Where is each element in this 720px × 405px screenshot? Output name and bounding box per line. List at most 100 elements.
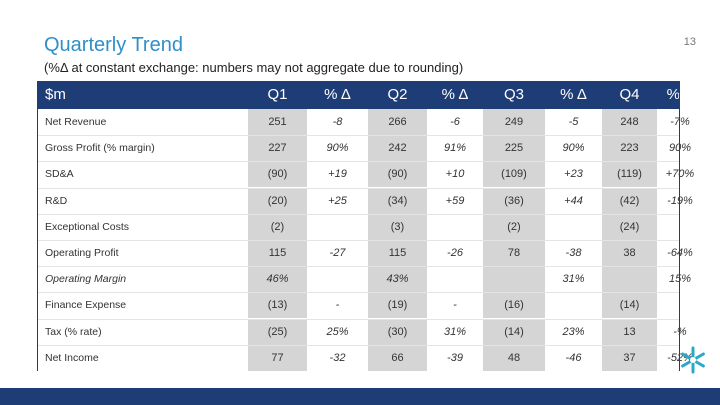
table-cell: 115 (368, 240, 427, 266)
column-header: % Δ (324, 86, 351, 103)
table-cell: (13) (248, 292, 307, 319)
table-cell: -64% (667, 247, 693, 259)
table-row: Gross Profit (% margin) 227 90% 242 91% 225 90… (37, 135, 691, 162)
column-header: Q4 (619, 86, 640, 103)
table-cell: (16) (483, 292, 545, 319)
table-cell (545, 214, 602, 240)
row-divider (37, 135, 680, 137)
table-cell: +70% (657, 161, 703, 187)
row-label: SD&A (45, 168, 74, 181)
table-cell: 31% (443, 325, 467, 338)
row-label: Net Income (45, 351, 99, 364)
table-row: Net Income 77 -32 66 -39 48 -46 37 -52% (37, 344, 693, 371)
row-label: R&D (45, 194, 68, 207)
table-cell: - (335, 299, 340, 312)
table-cell: (25) (248, 318, 307, 345)
column-header: % Δ (560, 86, 587, 103)
table-row: Exceptional Costs (2) (3) (2) (24) (37, 213, 680, 240)
row-divider (37, 344, 680, 346)
table-cell: (30) (368, 318, 427, 345)
table-cell: (19) (368, 292, 427, 319)
table-cell: +10 (445, 168, 465, 181)
table-cell: 48 (483, 344, 545, 371)
table-row: Net Revenue 251 -8 266 -6 249 -5 248 -7% (37, 109, 690, 135)
row-label: Tax (% rate) (45, 325, 102, 338)
table-cell: 223 (602, 135, 657, 162)
table-cell: 242 (368, 135, 427, 162)
table-row: Tax (% rate)(25)25%(30)31%(14)23%13-% (37, 318, 687, 345)
table-cell: (90) (368, 161, 427, 188)
table-cell: +59 (445, 194, 465, 207)
table-cell: (3) (368, 213, 427, 240)
table-cell: (90) (248, 161, 307, 188)
row-label: Finance Expense (45, 299, 127, 312)
table-cell: +19 (328, 168, 347, 181)
table-cell: -% (657, 319, 703, 345)
table-cell: (20) (248, 187, 307, 214)
table-cell: 66 (368, 344, 427, 371)
table-cell: (109) (483, 161, 545, 188)
column-header: Q3 (503, 86, 524, 103)
table-cell (307, 214, 368, 240)
table-cell: 25% (326, 325, 349, 338)
table-cell: - (453, 299, 457, 312)
table-cell: +25 (328, 194, 347, 207)
row-divider (37, 318, 680, 320)
row-divider (37, 187, 680, 189)
table-cell: -6 (450, 116, 460, 128)
table-cell: -32 (329, 351, 346, 364)
table-cell: 46% (248, 266, 307, 293)
row-divider (37, 266, 680, 268)
table-cell: -39 (447, 351, 463, 364)
column-header: Q2 (387, 86, 408, 103)
page-title: Quarterly Trend (44, 34, 183, 56)
row-divider (37, 161, 680, 163)
table-cell: 248 (602, 109, 657, 135)
column-header: % Δ (441, 86, 469, 103)
table-cell (427, 214, 483, 240)
table-cell: (14) (483, 318, 545, 345)
table-cell: -5 (568, 116, 579, 128)
table-cell (307, 266, 368, 292)
table-cell: (2) (248, 213, 307, 240)
table-cell: -46 (565, 351, 582, 364)
table-row: Operating Profit 115 -27 115 -26 78 -38 38 -64% (37, 240, 693, 266)
table-cell: 90% (326, 142, 349, 155)
table-border (37, 81, 38, 371)
row-label: Net Revenue (45, 116, 107, 128)
page-subtitle: (%Δ at constant exchange: numbers may no… (44, 60, 464, 75)
table-cell (657, 214, 703, 240)
snowflake-logo-icon (681, 346, 705, 374)
table-cell: 77 (248, 344, 307, 371)
row-label: Operating Profit (45, 247, 119, 259)
table-cell (545, 292, 602, 318)
column-header: Q1 (267, 86, 288, 103)
table-cell: +23 (564, 168, 583, 181)
row-label: Gross Profit (% margin) (45, 142, 155, 155)
table-cell: 90% (562, 142, 585, 155)
table-cell: -8 (332, 116, 343, 128)
table-cell: -7% (670, 116, 690, 128)
table-cell: 266 (368, 109, 427, 135)
table-cell: 249 (483, 109, 545, 135)
table-row: Operating Margin 46% 43% 31% 15% (37, 266, 691, 293)
footer-bar (0, 388, 720, 405)
table-cell: 15% (668, 273, 692, 286)
table-cell: 90% (668, 142, 692, 155)
table-row: Finance Expense (13) - (19) - (16) (14) (37, 292, 680, 319)
table-cell: 38 (602, 240, 657, 266)
page-number: 13 (683, 36, 696, 48)
table-cell: (2) (483, 213, 545, 240)
table-cell: 23% (562, 325, 585, 338)
table-cell: 78 (483, 240, 545, 266)
table-header-row: $m Q1 % Δ Q2 % Δ Q3 % Δ Q4 % Δ (37, 81, 693, 109)
table-row: R&D (20) +25 (34) +59 (36) +44 (42) -19% (37, 187, 693, 214)
table-row: SD&A(90)+19(90)+10(109)+23(119)+70% (37, 161, 694, 188)
quarterly-table: $m Q1 % Δ Q2 % Δ Q3 % Δ Q4 % Δ Net Revenue 251 -8 26… (37, 81, 694, 371)
table-cell: (14) (602, 292, 657, 319)
column-header: % Δ (666, 86, 694, 103)
table-cell (427, 266, 483, 292)
table-cell: 91% (443, 142, 467, 155)
table-cell: 37 (602, 344, 657, 371)
table-cell: -38 (565, 247, 582, 259)
